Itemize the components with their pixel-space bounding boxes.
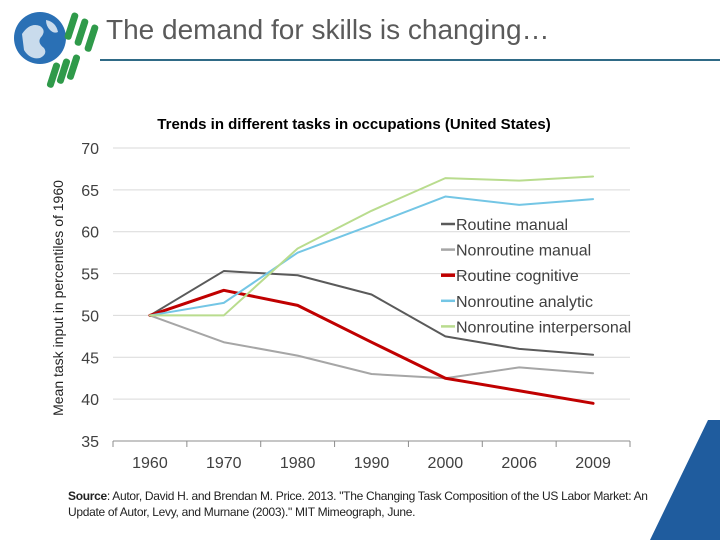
y-tick-label: 40 (81, 392, 99, 409)
y-tick-label: 35 (81, 434, 99, 451)
legend-label: Nonroutine interpersonal (456, 319, 631, 336)
y-tick-label: 55 (81, 267, 99, 284)
y-tick-label: 45 (81, 350, 99, 367)
legend-label: Routine manual (456, 217, 568, 234)
series-line-routine-manual (148, 270, 595, 356)
x-tick-label: 1990 (354, 455, 390, 472)
series-line-routine-cognitive (148, 288, 595, 405)
y-tick-label: 50 (81, 308, 99, 325)
series-line-nonroutine-interpersonal (148, 175, 595, 317)
x-tick-label: 2006 (501, 455, 537, 472)
x-tick-label: 1960 (132, 455, 168, 472)
oecd-logo (14, 12, 99, 88)
legend-label: Routine cognitive (456, 268, 579, 285)
x-tick-label: 2009 (575, 455, 611, 472)
chart-title: Trends in different tasks in occupations… (157, 116, 550, 133)
chart-legend: Routine manual Nonroutine manual Routine c… (441, 217, 631, 336)
x-tick-label: 1970 (206, 455, 242, 472)
legend-label: Nonroutine manual (456, 243, 591, 260)
leaf-stripes-icon (46, 12, 99, 88)
source-note: Source: Autor, David H. and Brendan M. P… (68, 488, 668, 520)
slide-title: The demand for skills is changing… (106, 14, 550, 45)
source-text: : Autor, David H. and Brendan M. Price. … (68, 489, 648, 519)
y-tick-label: 60 (81, 225, 99, 242)
series-line-nonroutine-analytic (148, 195, 595, 317)
chart-gridlines (112, 147, 631, 447)
y-tick-label: 70 (81, 141, 99, 158)
y-axis-label: Mean task input in percentiles of 1960 (50, 180, 66, 416)
y-tick-label: 65 (81, 183, 99, 200)
chart-axis-labels: 35 40 45 50 55 60 65 70 1960 1970 1980 1990 2000 2006… (81, 141, 611, 472)
title-divider (100, 59, 720, 61)
source-label: Source (68, 489, 107, 503)
series-line-nonroutine-manual (148, 314, 595, 380)
legend-label: Nonroutine analytic (456, 294, 593, 311)
x-tick-label: 2000 (428, 455, 464, 472)
chart-series (148, 175, 595, 405)
x-tick-label: 1980 (280, 455, 316, 472)
